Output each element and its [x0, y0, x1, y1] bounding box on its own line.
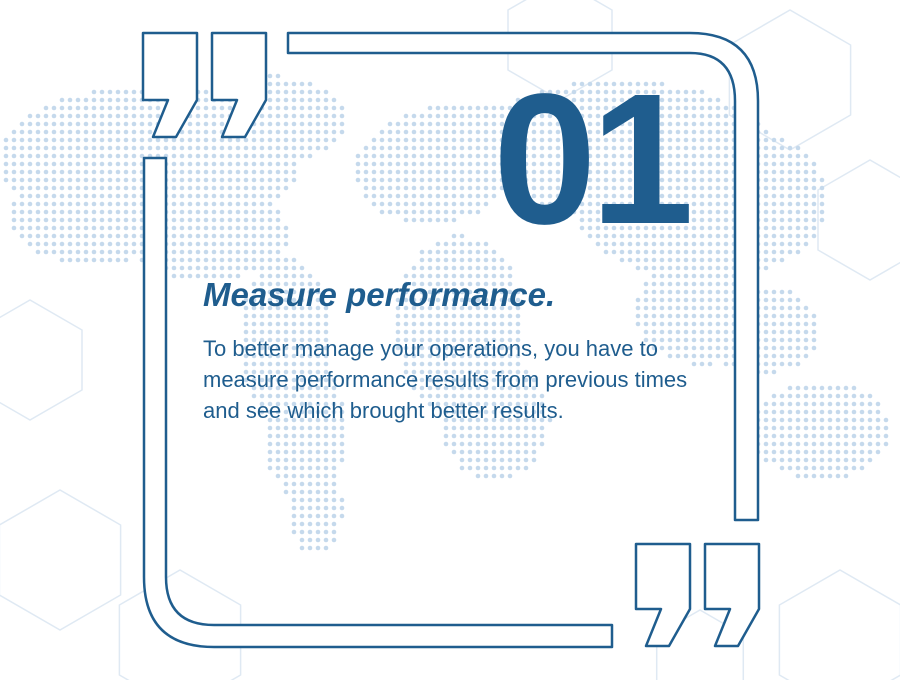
- hexagon-outline: [0, 489, 122, 631]
- hexagon-outline: [507, 0, 613, 101]
- hexagon-outline: [655, 609, 745, 680]
- hexagon-outline: [817, 159, 900, 281]
- close-quote-icon: [634, 542, 761, 648]
- slide-number: 01: [493, 56, 694, 263]
- slide-title: Measure performance.: [203, 276, 556, 313]
- hexagon-outline: [118, 569, 242, 680]
- frame-border-top-right: [286, 31, 760, 522]
- hexagon-outline: [0, 299, 83, 421]
- hexagon-outline: [728, 9, 852, 151]
- hexagon-outline: [778, 569, 900, 680]
- frame-border-bottom-left: [142, 156, 614, 649]
- slide-body-text: To better manage your operations, you ha…: [203, 336, 688, 423]
- open-quote-icon: [141, 31, 268, 139]
